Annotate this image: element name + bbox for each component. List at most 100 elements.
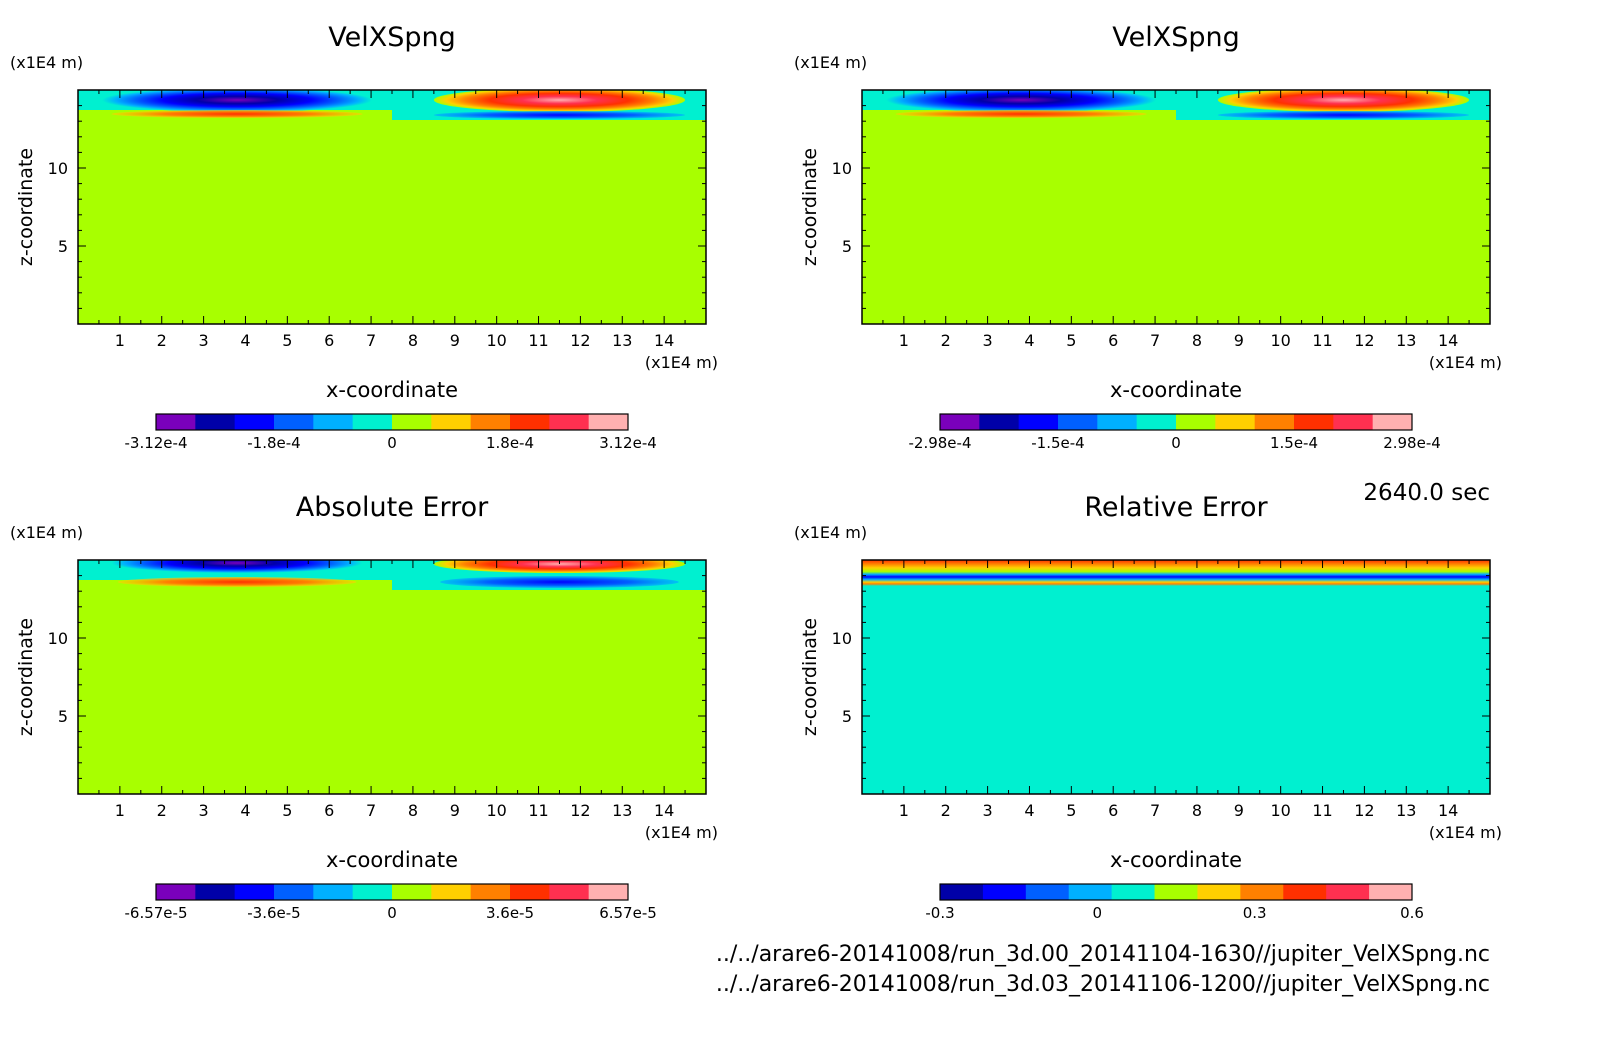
y-unit-label: (x1E4 m): [10, 53, 83, 72]
panel-title: VelXSpng: [328, 22, 456, 53]
colorbar-swatch: [1197, 884, 1241, 900]
panel-title: Absolute Error: [296, 492, 489, 523]
y-axis-label: z-coordinate: [799, 148, 821, 266]
colorbar-tick-label: 0: [1171, 434, 1181, 452]
x-tick-label: 4: [240, 801, 250, 820]
colorbar-swatch: [392, 414, 432, 430]
colorbar-swatch: [588, 884, 629, 900]
x-tick-label: 6: [324, 331, 334, 350]
negative-layer: [1217, 111, 1470, 119]
colorbar-swatch: [234, 414, 275, 430]
x-tick-label: 5: [1066, 801, 1076, 820]
x-tick-label: 2: [157, 331, 167, 350]
colorbar-swatch: [352, 414, 393, 430]
colorbar-swatch: [470, 414, 511, 430]
x-tick-label: 4: [1024, 801, 1034, 820]
colorbar-swatch: [1333, 414, 1374, 430]
colorbar-swatch: [1283, 884, 1327, 900]
x-unit-label: (x1E4 m): [645, 823, 718, 842]
x-tick-label: 8: [1192, 331, 1202, 350]
colorbar-swatch: [549, 414, 590, 430]
x-tick-label: 12: [570, 331, 590, 350]
y-tick-label: 10: [48, 629, 68, 648]
x-tick-label: 9: [450, 801, 460, 820]
x-tick-label: 10: [486, 801, 506, 820]
colorbar-tick-label: -0.3: [925, 904, 954, 922]
x-tick-label: 1: [115, 801, 125, 820]
colorbar-swatch: [1058, 414, 1098, 430]
x-tick-label: 2: [157, 801, 167, 820]
x-tick-label: 10: [1270, 801, 1290, 820]
x-tick-label: 9: [450, 331, 460, 350]
plot-area: [78, 90, 706, 324]
colorbar-swatch: [1176, 414, 1216, 430]
file-path-2: ../../arare6-20141008/run_3d.03_20141106…: [715, 972, 1490, 997]
colorbar-swatch: [1369, 884, 1413, 900]
x-tick-label: 14: [1438, 331, 1458, 350]
colorbar-tick-label: 0: [1093, 904, 1103, 922]
x-tick-label: 12: [1354, 331, 1374, 350]
negative-layer: [433, 111, 686, 119]
x-tick-label: 8: [1192, 801, 1202, 820]
x-tick-label: 14: [654, 331, 674, 350]
positive-layer: [111, 110, 363, 118]
y-tick-label: 5: [842, 707, 852, 726]
x-axis-label: x-coordinate: [1110, 378, 1242, 402]
x-tick-label: 3: [983, 331, 993, 350]
colorbar: -3.12e-4 -1.8e-4 0 1.8e-4 3.12e-4: [125, 413, 657, 452]
colorbar-swatch: [1154, 884, 1198, 900]
colorbar-swatch: [1111, 884, 1156, 900]
colorbar-tick-label: -2.98e-4: [909, 434, 972, 452]
x-tick-label: 8: [408, 801, 418, 820]
background-field: [862, 90, 1490, 324]
x-tick-label: 11: [1312, 331, 1332, 350]
x-tick-label: 12: [570, 801, 590, 820]
x-tick-label: 10: [1270, 331, 1290, 350]
panel-3: Absolute Error(x1E4 m)1 2 3 4 5 6 7 8 9 10 11 12 13 1…: [10, 492, 718, 922]
x-tick-label: 4: [1024, 331, 1034, 350]
colorbar-swatch: [982, 884, 1027, 900]
x-unit-label: (x1E4 m): [1429, 353, 1502, 372]
plot-area: [862, 560, 1490, 794]
colorbar-tick-label: 2.98e-4: [1383, 434, 1441, 452]
time-label: 2640.0 sec: [1363, 480, 1490, 506]
plot-area: [862, 90, 1490, 324]
colorbar-tick-label: 6.57e-5: [599, 904, 657, 922]
colorbar-frame: [155, 413, 629, 431]
colorbar-tick-label: 1.8e-4: [486, 434, 534, 452]
colorbar-swatch: [1025, 884, 1070, 900]
colorbar-swatch: [274, 414, 314, 430]
y-tick-label: 10: [832, 629, 852, 648]
y-axis-label: z-coordinate: [15, 618, 37, 736]
colorbar-tick-label: 0: [387, 904, 397, 922]
background-field: [78, 560, 706, 794]
colorbar-swatch: [392, 884, 432, 900]
colorbar-swatch: [1068, 884, 1113, 900]
y-axis-label: z-coordinate: [15, 148, 37, 266]
x-tick-label: 13: [1396, 801, 1416, 820]
colorbar: -0.3 0 0.3 0.6: [925, 883, 1424, 922]
x-tick-label: 5: [282, 801, 292, 820]
colorbar-swatch: [313, 884, 354, 900]
colorbar-swatch: [195, 414, 236, 430]
error-band: [862, 560, 1490, 586]
colorbar-tick-label: -3.6e-5: [247, 904, 300, 922]
x-tick-label: 11: [1312, 801, 1332, 820]
x-tick-label: 9: [1234, 801, 1244, 820]
negative-layer: [440, 576, 679, 588]
colorbar-swatch: [156, 884, 196, 900]
colorbar-swatch: [510, 884, 550, 900]
x-tick-label: 11: [528, 331, 548, 350]
colorbar-swatch: [1254, 414, 1295, 430]
panel-1: VelXSpng(x1E4 m)1 2 3 4 5 6 7 8 9 10 11 12 13 14(x1E4…: [10, 22, 718, 452]
x-tick-label: 12: [1354, 801, 1374, 820]
positive-layer: [895, 110, 1147, 118]
colorbar-swatch: [234, 884, 275, 900]
colorbar-frame: [939, 883, 1413, 901]
colorbar-swatch: [470, 884, 511, 900]
colorbar-swatch: [549, 884, 590, 900]
colorbar-tick-label: 0.6: [1400, 904, 1424, 922]
x-tick-label: 1: [115, 331, 125, 350]
negative-cell: [886, 90, 1157, 112]
colorbar-swatch: [1240, 884, 1284, 900]
